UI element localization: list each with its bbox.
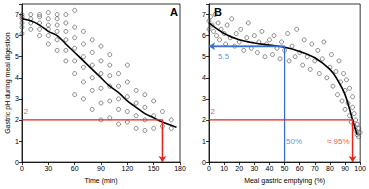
svg-text:10: 10 [220,165,228,172]
svg-text:2: 2 [24,107,29,116]
svg-text:80: 80 [326,165,334,172]
svg-text:3: 3 [15,95,19,102]
svg-text:40: 40 [266,165,274,172]
svg-text:60: 60 [296,165,304,172]
svg-text:5.5: 5.5 [218,52,230,61]
svg-text:150: 150 [148,165,160,172]
svg-text:4: 4 [15,74,19,81]
svg-text:7: 7 [15,11,19,18]
svg-text:5: 5 [202,53,206,60]
svg-text:7: 7 [202,11,206,18]
svg-text:90: 90 [341,165,349,172]
svg-text:0: 0 [20,165,24,172]
svg-text:70: 70 [311,165,319,172]
svg-text:50: 50 [281,165,289,172]
svg-text:2: 2 [15,116,19,123]
svg-text:Gastric pH during meal digesti: Gastric pH during meal digestion [4,32,12,134]
svg-text:3: 3 [202,95,206,102]
svg-text:2: 2 [202,116,206,123]
svg-text:0: 0 [15,159,19,166]
svg-text:180: 180 [174,165,186,172]
svg-text:120: 120 [121,165,133,172]
svg-text:6: 6 [202,32,206,39]
svg-text:2: 2 [211,107,216,116]
svg-text:5: 5 [15,53,19,60]
svg-text:90: 90 [97,165,105,172]
svg-text:B: B [214,6,222,18]
svg-text:≈ 95%: ≈ 95% [327,137,350,146]
svg-text:20: 20 [235,165,243,172]
svg-text:1: 1 [15,138,19,145]
svg-text:0: 0 [202,159,206,166]
svg-text:30: 30 [250,165,258,172]
svg-text:60: 60 [71,165,79,172]
svg-text:Meal gastric emptying (%): Meal gastric emptying (%) [244,177,325,185]
svg-text:4: 4 [202,74,206,81]
svg-text:50%: 50% [286,137,302,146]
svg-text:1: 1 [202,138,206,145]
svg-text:0: 0 [207,165,211,172]
svg-text:30: 30 [44,165,52,172]
svg-text:A: A [170,6,178,18]
svg-text:100: 100 [354,165,366,172]
svg-text:6: 6 [15,32,19,39]
svg-text:Time (min): Time (min) [84,177,117,185]
